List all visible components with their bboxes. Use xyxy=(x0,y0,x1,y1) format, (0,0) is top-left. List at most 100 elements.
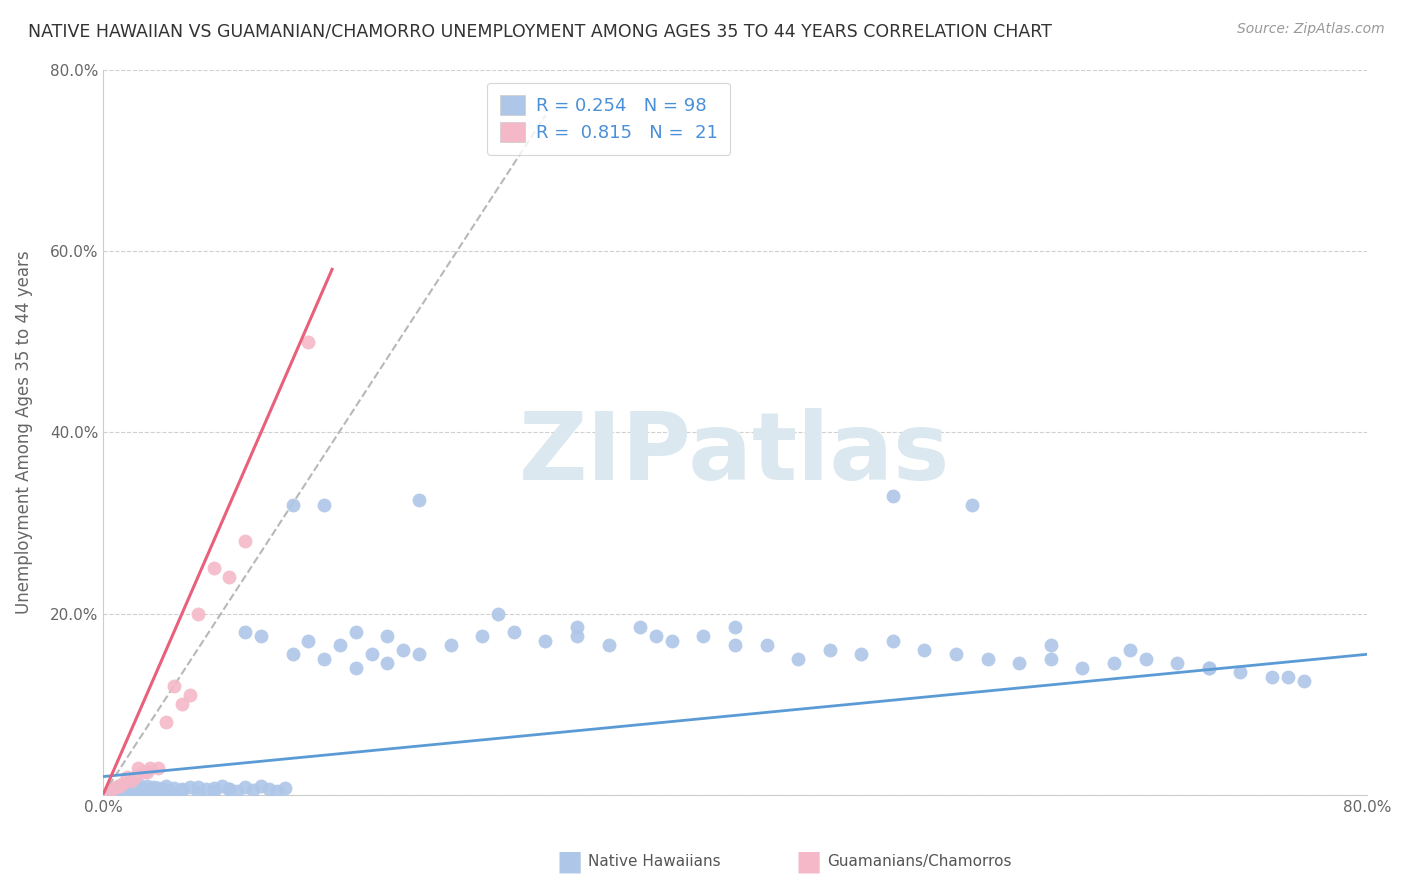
Point xyxy=(914,642,936,657)
Point xyxy=(115,783,138,797)
Point xyxy=(486,607,509,621)
Point xyxy=(1135,652,1157,666)
Point xyxy=(211,779,233,793)
Point xyxy=(152,782,174,797)
Point xyxy=(148,760,170,774)
Point xyxy=(108,785,131,799)
Point xyxy=(1039,638,1062,652)
Point xyxy=(377,657,399,671)
Point xyxy=(131,781,153,796)
Point xyxy=(439,638,461,652)
Point xyxy=(281,648,304,662)
Point xyxy=(598,638,620,652)
Text: Native Hawaiians: Native Hawaiians xyxy=(588,855,720,869)
Point xyxy=(818,642,841,657)
Point xyxy=(755,638,778,652)
Point xyxy=(1198,661,1220,675)
Point xyxy=(131,782,153,797)
Point xyxy=(960,498,983,512)
Point xyxy=(250,779,273,793)
Point xyxy=(233,534,256,549)
Point xyxy=(115,780,138,795)
Point xyxy=(179,688,201,702)
Point xyxy=(108,779,131,793)
Point xyxy=(142,780,165,795)
Point xyxy=(645,629,668,643)
Point xyxy=(1292,674,1315,689)
Point xyxy=(661,633,683,648)
Point xyxy=(314,498,336,512)
Point xyxy=(360,648,382,662)
Point xyxy=(692,629,714,643)
Point xyxy=(127,777,149,791)
Point xyxy=(187,785,209,799)
Point xyxy=(163,781,186,796)
Point xyxy=(139,783,162,797)
Point xyxy=(218,782,240,797)
Point xyxy=(226,784,249,798)
Point xyxy=(882,489,904,503)
Point xyxy=(851,648,873,662)
Point xyxy=(257,782,280,797)
Point xyxy=(131,765,153,780)
Point xyxy=(1102,657,1125,671)
Point xyxy=(127,760,149,774)
Point xyxy=(724,638,747,652)
Point xyxy=(1277,670,1299,684)
Point xyxy=(202,784,225,798)
Point xyxy=(273,781,295,796)
Text: Source: ZipAtlas.com: Source: ZipAtlas.com xyxy=(1237,22,1385,37)
Point xyxy=(108,779,131,793)
Legend: R = 0.254   N = 98, R =  0.815   N =  21: R = 0.254 N = 98, R = 0.815 N = 21 xyxy=(486,83,730,155)
Point xyxy=(1071,661,1094,675)
Point xyxy=(170,783,193,797)
Point xyxy=(297,633,319,648)
Point xyxy=(250,629,273,643)
Point xyxy=(724,620,747,634)
Point xyxy=(565,620,588,634)
Point xyxy=(266,784,288,798)
Point xyxy=(170,697,193,711)
Point xyxy=(139,783,162,797)
Text: NATIVE HAWAIIAN VS GUAMANIAN/CHAMORRO UNEMPLOYMENT AMONG AGES 35 TO 44 YEARS COR: NATIVE HAWAIIAN VS GUAMANIAN/CHAMORRO UN… xyxy=(28,22,1052,40)
Point xyxy=(945,648,967,662)
Point xyxy=(1166,657,1188,671)
Point xyxy=(218,782,240,797)
Point xyxy=(100,783,122,797)
Point xyxy=(976,652,998,666)
Point xyxy=(787,652,810,666)
Point xyxy=(179,780,201,795)
Point xyxy=(148,785,170,799)
Point xyxy=(155,784,177,798)
Point xyxy=(882,633,904,648)
Point xyxy=(115,770,138,784)
Point xyxy=(157,784,180,798)
Text: Guamanians/Chamorros: Guamanians/Chamorros xyxy=(827,855,1011,869)
Point xyxy=(148,781,170,796)
Point xyxy=(170,782,193,797)
Point xyxy=(408,493,430,508)
Point xyxy=(163,679,186,693)
Point xyxy=(136,765,159,780)
Point xyxy=(1039,652,1062,666)
Point xyxy=(218,570,240,584)
Point xyxy=(1261,670,1284,684)
Point xyxy=(408,648,430,662)
Point xyxy=(121,774,143,789)
Point xyxy=(1119,642,1142,657)
Point xyxy=(155,715,177,730)
Point xyxy=(139,760,162,774)
Point xyxy=(124,784,146,798)
Point xyxy=(202,781,225,796)
Point xyxy=(167,785,190,799)
Point xyxy=(281,498,304,512)
Point xyxy=(111,786,134,800)
Text: ■: ■ xyxy=(796,847,821,876)
Point xyxy=(136,779,159,793)
Text: ZIPatlas: ZIPatlas xyxy=(519,409,950,500)
Point xyxy=(104,780,127,795)
Point xyxy=(1008,657,1031,671)
Point xyxy=(233,624,256,639)
Point xyxy=(344,624,367,639)
Point xyxy=(187,780,209,795)
